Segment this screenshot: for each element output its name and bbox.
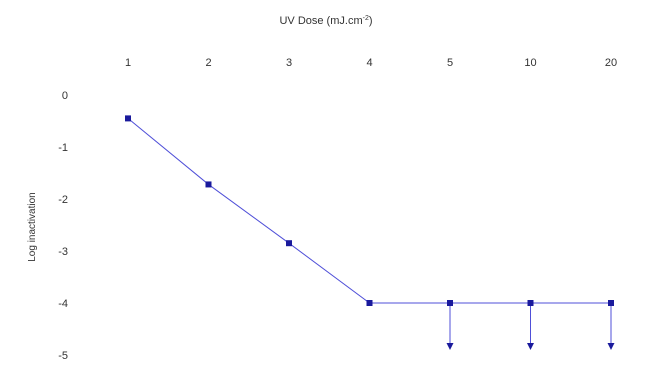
y-tick-label--5: -5 — [58, 350, 68, 362]
x-tick-labels: 1 2 3 4 5 10 20 — [125, 57, 617, 69]
series-line — [127, 118, 611, 304]
data-point-20 — [608, 300, 614, 306]
x-tick-label-20: 20 — [605, 57, 617, 69]
x-tick-label-5: 5 — [447, 57, 453, 69]
y-tick-label--1: -1 — [58, 142, 68, 154]
y-tick-labels: 0 -1 -2 -3 -4 -5 — [58, 90, 68, 362]
x-axis-title: UV Dose (mJ.cm-2) — [279, 15, 372, 27]
y-tick-label--2: -2 — [58, 194, 68, 206]
y-tick-label-0: 0 — [62, 90, 68, 102]
data-point-4 — [366, 300, 373, 306]
plot-area — [125, 115, 615, 350]
data-point-5 — [447, 300, 453, 306]
data-point-10 — [527, 300, 534, 306]
data-point-2 — [205, 181, 212, 188]
data-point-3 — [286, 240, 292, 247]
y-tick-label--4: -4 — [58, 298, 68, 310]
data-point-1 — [125, 115, 131, 122]
y-tick-label--3: -3 — [58, 246, 68, 258]
x-tick-label-3: 3 — [286, 57, 292, 69]
y-axis-title: Log inactivation — [27, 192, 38, 262]
x-tick-label-1: 1 — [125, 57, 131, 69]
x-tick-label-4: 4 — [366, 57, 372, 69]
x-tick-label-10: 10 — [524, 57, 536, 69]
x-tick-label-2: 2 — [205, 57, 211, 69]
